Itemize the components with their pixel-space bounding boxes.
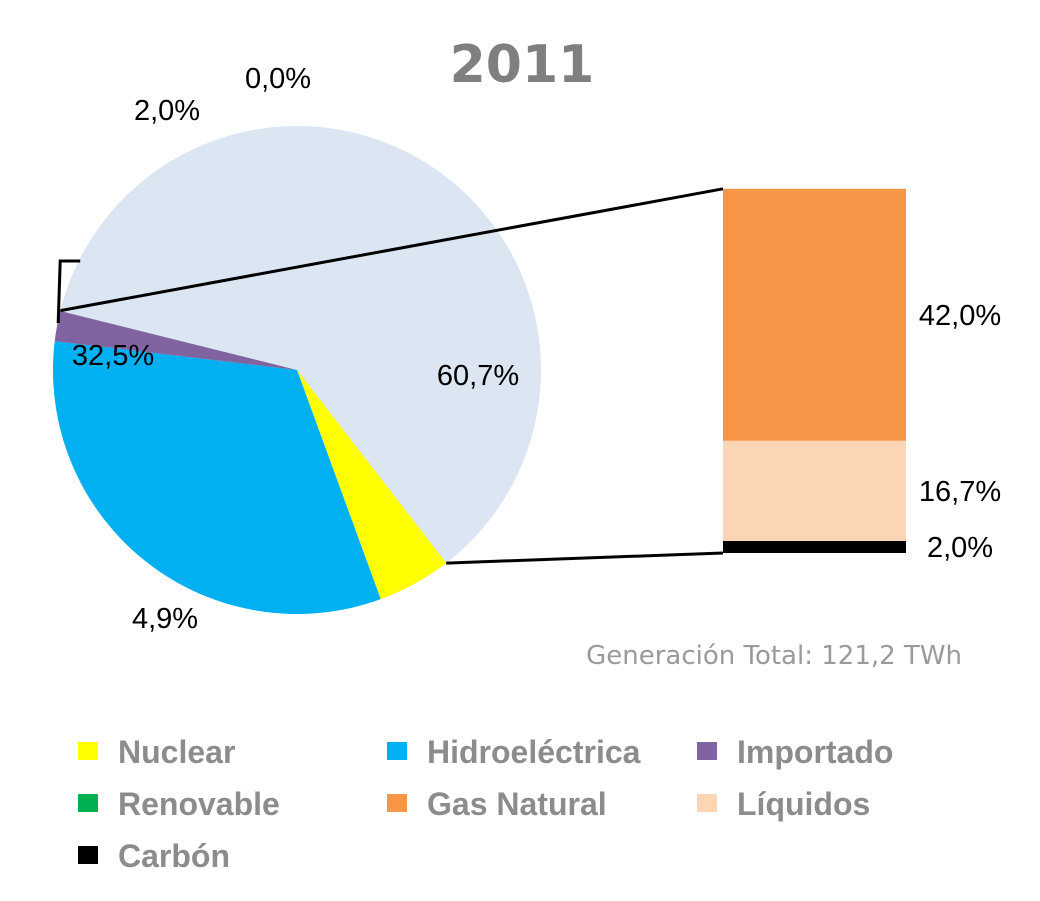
legend-label: Carbón (118, 838, 230, 874)
legend-item-hidroelectrica: Hidroeléctrica (387, 734, 641, 770)
data-label-renovable: 0,0% (245, 63, 311, 95)
pie-slices (53, 125, 542, 614)
legend-swatch (78, 846, 98, 864)
bar-label-liquidos: 16,7% (919, 476, 1001, 508)
data-label-hidroelectrica: 32,5% (72, 340, 154, 372)
stacked-bar (723, 188, 906, 553)
connector-line-bottom (446, 551, 724, 565)
legend-item-gas-natural: Gas Natural (387, 786, 607, 822)
legend-label: Renovable (118, 786, 280, 822)
legend-label: Nuclear (118, 734, 235, 770)
legend-item-carbon: Carbón (78, 838, 230, 874)
legend-item-importado: Importado (697, 734, 893, 770)
legend-item-renovable: Renovable (78, 786, 280, 822)
legend-swatch (697, 794, 717, 812)
legend-swatch (697, 742, 717, 760)
bar-segment-gas-natural (723, 188, 906, 441)
pie-slice-nuclear (297, 370, 447, 600)
legend-item-nuclear: Nuclear (78, 734, 235, 770)
pie-slice-otros (60, 125, 542, 564)
bar-segment-liquidos (723, 440, 906, 541)
legend-label: Líquidos (737, 786, 870, 822)
data-label-otros: 60,7% (437, 360, 519, 392)
legend-label: Gas Natural (427, 786, 607, 822)
data-labels: 60,7% 4,9% 32,5% 2,0% 0,0% 2,0% 16,7% 42,0% (56, 63, 1001, 635)
bar-segment-carbon (723, 541, 906, 553)
legend-label: Hidroeléctrica (427, 734, 641, 770)
legend: Nuclear Hidroeléctrica Importado Renovable G… (78, 734, 893, 874)
leader-line-renovable (56, 259, 81, 324)
connector-lines (60, 187, 724, 565)
data-label-nuclear: 4,9% (132, 603, 198, 635)
pie-slice-hidroelectrica (53, 341, 381, 614)
legend-swatch (78, 742, 98, 760)
total-generation-note: Generación Total: 121,2 TWh (586, 641, 962, 671)
legend-swatch (78, 794, 98, 812)
legend-swatch (387, 794, 407, 812)
legend-swatch (387, 742, 407, 760)
connector-line-top (60, 187, 724, 313)
chart-title: 2011 (450, 35, 595, 95)
pie-slice-importado (54, 310, 297, 370)
bar-label-gas-natural: 42,0% (919, 300, 1001, 332)
legend-item-liquidos: Líquidos (697, 786, 870, 822)
data-label-importado: 2,0% (134, 95, 200, 127)
bar-label-carbon: 2,0% (927, 532, 993, 564)
legend-label: Importado (737, 734, 893, 770)
